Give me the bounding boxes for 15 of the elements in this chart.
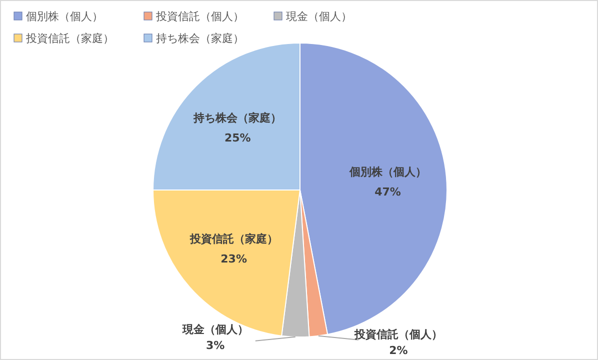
slice-label: 持ち株会（家庭） — [192, 112, 282, 125]
legend-label: 投資信託（家庭） — [25, 32, 114, 45]
data-label: 2% — [389, 344, 408, 357]
data-label: 47% — [374, 186, 401, 199]
legend-label: 個別株（個人） — [26, 10, 103, 23]
legend-label: 現金（個人） — [286, 10, 352, 23]
data-label: 25% — [224, 132, 251, 145]
slice-label: 投資信託（個人） — [353, 328, 442, 341]
data-label: 3% — [206, 338, 225, 352]
slice-label: 現金（個人） — [181, 322, 248, 336]
data-label: 23% — [220, 252, 248, 266]
slice-label: 投資信託（家庭） — [188, 232, 278, 246]
legend-label: 持ち株会（家庭） — [156, 32, 244, 45]
legend-label: 投資信託（個人） — [155, 10, 244, 23]
slice-label: 個別株（個人） — [348, 166, 426, 179]
